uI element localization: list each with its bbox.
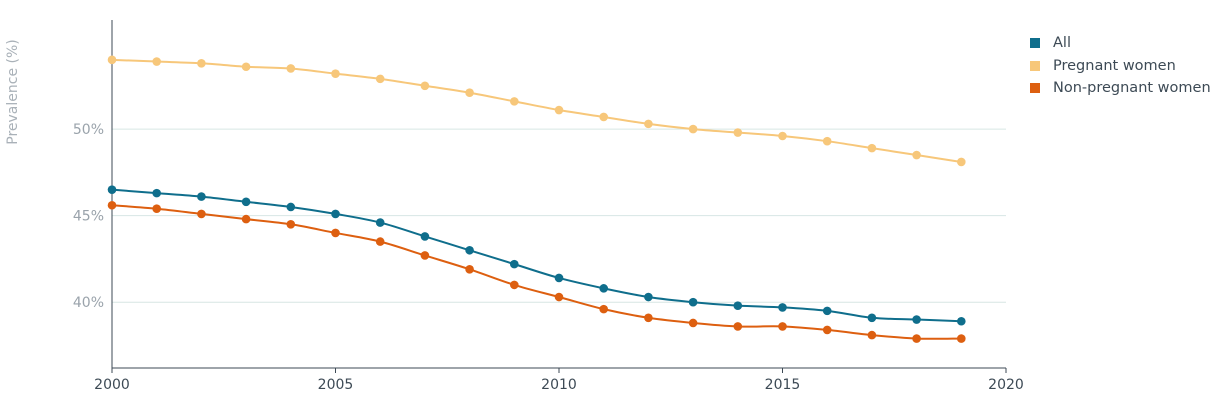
y-tick-label: 40%	[73, 295, 104, 311]
data-point-pregnant-women[interactable]	[554, 105, 564, 115]
data-point-all[interactable]	[465, 245, 474, 255]
data-point-non-pregnant-women[interactable]	[286, 219, 296, 229]
data-point-non-pregnant-women[interactable]	[822, 325, 832, 335]
data-point-all[interactable]	[107, 185, 117, 194]
data-point-pregnant-women[interactable]	[465, 88, 474, 98]
data-point-non-pregnant-women[interactable]	[420, 251, 430, 260]
data-point-all[interactable]	[867, 313, 877, 323]
data-point-non-pregnant-women[interactable]	[107, 200, 117, 210]
data-point-pregnant-women[interactable]	[644, 119, 653, 129]
data-point-all[interactable]	[510, 259, 519, 269]
data-point-non-pregnant-women[interactable]	[688, 318, 698, 328]
data-point-pregnant-women[interactable]	[241, 62, 251, 72]
data-point-all[interactable]	[554, 273, 564, 283]
data-point-non-pregnant-women[interactable]	[867, 330, 877, 340]
data-point-all[interactable]	[644, 292, 653, 302]
series-line-pregnant-women	[111, 58, 962, 163]
data-point-pregnant-women[interactable]	[822, 136, 832, 146]
legend-item-pregnant-women[interactable]: Pregnant women	[1030, 55, 1211, 78]
y-axis-title: Prevalence (%)	[5, 39, 21, 145]
x-tick-label: 2015	[765, 377, 801, 393]
data-point-pregnant-women[interactable]	[733, 128, 743, 137]
data-point-non-pregnant-women[interactable]	[465, 265, 474, 274]
legend-swatch	[1030, 60, 1040, 71]
data-point-all[interactable]	[912, 315, 921, 324]
data-point-non-pregnant-women[interactable]	[241, 214, 251, 224]
grid-lines	[112, 128, 1006, 303]
data-point-pregnant-women[interactable]	[331, 69, 340, 78]
data-point-non-pregnant-women[interactable]	[554, 292, 564, 302]
data-point-non-pregnant-women[interactable]	[912, 334, 921, 343]
x-tick-label: 2020	[988, 377, 1024, 393]
axes	[111, 20, 1007, 373]
data-point-all[interactable]	[599, 284, 608, 293]
data-point-pregnant-women[interactable]	[286, 64, 296, 73]
legend-label: Pregnant women	[1053, 57, 1176, 74]
data-point-all[interactable]	[375, 218, 385, 227]
data-point-pregnant-women[interactable]	[599, 112, 608, 122]
data-point-non-pregnant-women[interactable]	[733, 322, 743, 331]
data-point-all[interactable]	[688, 297, 698, 307]
data-point-pregnant-women[interactable]	[510, 97, 519, 106]
data-point-all[interactable]	[152, 188, 161, 198]
legend-label: Non-pregnant women	[1053, 80, 1211, 97]
data-point-non-pregnant-women[interactable]	[957, 334, 966, 343]
legend-swatch	[1030, 38, 1040, 49]
legend-item-non-pregnant-women[interactable]: Non-pregnant women	[1030, 77, 1211, 100]
data-point-all[interactable]	[957, 316, 966, 326]
data-point-pregnant-women[interactable]	[375, 74, 385, 84]
y-tick-label: 45%	[73, 209, 104, 225]
data-point-non-pregnant-women[interactable]	[510, 280, 519, 290]
legend-label: All	[1053, 35, 1071, 52]
data-point-pregnant-women[interactable]	[420, 81, 430, 91]
data-point-all[interactable]	[197, 192, 206, 201]
data-point-all[interactable]	[331, 209, 340, 219]
series-layer	[107, 55, 966, 343]
data-point-pregnant-women[interactable]	[688, 124, 698, 134]
data-point-pregnant-women[interactable]	[912, 150, 921, 160]
data-point-pregnant-women[interactable]	[867, 143, 877, 153]
x-tick-label: 2005	[318, 377, 354, 393]
data-point-non-pregnant-women[interactable]	[778, 322, 787, 331]
data-point-all[interactable]	[822, 306, 832, 316]
data-point-non-pregnant-women[interactable]	[331, 228, 340, 238]
legend-swatch	[1030, 83, 1040, 94]
data-point-pregnant-women[interactable]	[197, 58, 206, 68]
data-point-all[interactable]	[420, 232, 430, 241]
legend: All Pregnant women Non-pregnant women	[1030, 32, 1211, 100]
data-point-pregnant-women[interactable]	[152, 57, 161, 66]
data-point-non-pregnant-women[interactable]	[197, 209, 206, 219]
data-point-all[interactable]	[778, 303, 787, 312]
data-point-all[interactable]	[733, 301, 743, 310]
x-tick-label: 2000	[94, 377, 130, 393]
x-tick-label: 2010	[541, 377, 577, 393]
tick-labels: 40% 45% 50% 2000 2005 2010 2015 2020	[73, 122, 1024, 393]
legend-item-all[interactable]: All	[1030, 32, 1211, 55]
data-point-non-pregnant-women[interactable]	[152, 204, 161, 214]
data-point-all[interactable]	[241, 197, 251, 207]
data-point-pregnant-women[interactable]	[957, 157, 966, 167]
data-point-pregnant-women[interactable]	[107, 55, 117, 65]
data-point-all[interactable]	[286, 202, 296, 212]
data-point-pregnant-women[interactable]	[778, 131, 787, 141]
series-line-all	[111, 188, 962, 323]
data-point-non-pregnant-women[interactable]	[644, 313, 653, 323]
data-point-non-pregnant-women[interactable]	[599, 304, 608, 314]
data-point-non-pregnant-women[interactable]	[375, 237, 385, 246]
y-tick-label: 50%	[73, 122, 104, 138]
